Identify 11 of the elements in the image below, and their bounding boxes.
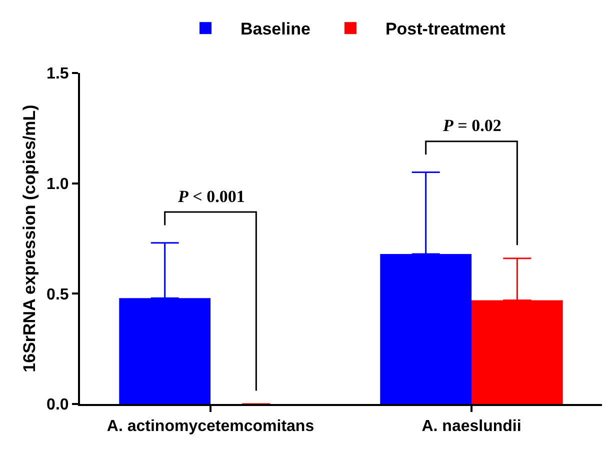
y-tick-label: 1.5: [46, 66, 69, 83]
legend-label: Baseline: [240, 20, 310, 39]
y-tick-label: 1.0: [46, 176, 69, 193]
annotation: P < 0.001: [177, 187, 245, 206]
y-tick-label: 0.0: [46, 396, 69, 414]
x-tick-label: A. naeslundii: [422, 418, 522, 436]
x-tick-label: A. actinomycetemcomitans: [106, 418, 314, 436]
annotation: P = 0.02: [442, 116, 502, 135]
legend-label: Post-treatment: [385, 20, 506, 39]
y-axis-title: 16SrRNA expression (copies/mL): [20, 104, 39, 372]
y-tick-label: 0.5: [46, 286, 69, 304]
